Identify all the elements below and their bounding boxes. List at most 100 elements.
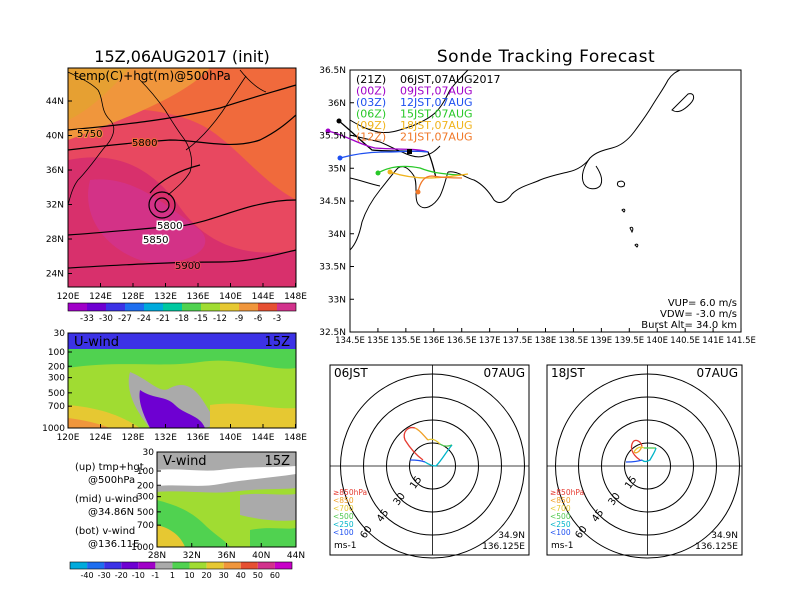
wind-colorbar-swatch (138, 562, 156, 569)
lon-tick-label: 134.5E (335, 336, 365, 346)
temp-colorbar-swatch (144, 303, 163, 311)
pressure-legend-entry: <250 (333, 520, 354, 529)
lon-tick-label: 136E (187, 433, 210, 443)
wind-colorbar-swatch (172, 562, 190, 569)
uwind-label: U-wind (74, 335, 119, 350)
hodo-time: 18JST (551, 366, 585, 380)
hodo-trace (414, 427, 429, 441)
vwind-label: V-wind (163, 454, 207, 469)
vwind-lat-ticks: 28N 32N 36N 40N 44N (148, 543, 305, 561)
lon-tick-label: 124E (89, 292, 112, 302)
launch-code: (12Z) (356, 131, 386, 144)
lon-tick-label: 120E (57, 292, 80, 302)
hodo-lon: 136.125E (482, 542, 525, 552)
sonde-endpoint (375, 170, 381, 176)
launch-code: (09Z) (356, 119, 386, 132)
lon-tick-label: 139E (591, 336, 613, 346)
pressure-legend-entry: <700 (550, 504, 571, 513)
hodo-trace (427, 438, 441, 445)
lon-tick-label: 135E (367, 336, 389, 346)
uwind-time: 15Z (265, 335, 291, 350)
wind-colorbar-label: 1 (170, 571, 175, 580)
lat-tick-label: 40N (252, 551, 270, 561)
wind-colorbar-label: 20 (202, 571, 212, 580)
contour-label: 5800 (157, 221, 182, 232)
hodo-trace (409, 459, 426, 463)
lon-tick-label: 138E (535, 336, 557, 346)
temp-colorbar-label: -3 (273, 314, 281, 324)
hodo-date: 07AUG (696, 366, 738, 380)
lon-tick-label: 141.5E (726, 336, 756, 346)
track-lon-ticks: 134.5E 135E 135.5E 136E 136.5E 137E 137.5E 138E… (335, 328, 756, 346)
lat-tick-label: 32N (46, 201, 64, 211)
wind-colorbar-swatch (240, 562, 258, 569)
lon-tick-label: 128E (122, 433, 145, 443)
lat-tick-label: 44N (287, 551, 305, 561)
temp-colorbar-label: -18 (175, 314, 189, 324)
pressure-legend-entry: <100 (550, 528, 571, 537)
launch-time: 21JST,07AUG (400, 131, 473, 144)
lat-tick-label: 36N (217, 551, 235, 561)
legend-up2: @500hPa (88, 475, 135, 486)
wind-colorbar-swatch (104, 562, 122, 569)
launch-code: (21Z) (356, 73, 386, 86)
sonde-track (339, 150, 429, 159)
temp-map: 5750 5800 5800 5850 5900 (67, 68, 297, 288)
temp-colorbar-swatch (125, 303, 144, 311)
temp-colorbar-swatch (258, 303, 277, 311)
wind-colorbar-label: -10 (132, 571, 145, 580)
lon-tick-label: 139.5E (614, 336, 644, 346)
hodo-trace (424, 444, 453, 467)
temp-colorbar-label: -21 (156, 314, 170, 324)
lon-tick-label: 140E (646, 336, 668, 346)
wind-colorbar-label: 50 (253, 571, 263, 580)
vwind-pressure-ticks: 30 100 200 300 500 700 1000 (131, 448, 161, 553)
temp-colorbar-swatch (68, 303, 87, 311)
pressure-tick-label: 100 (48, 348, 65, 358)
hodo-trace (633, 446, 645, 453)
contour-label: 5800 (132, 138, 157, 149)
pressure-tick-label: 300 (48, 374, 65, 384)
lat-tick-label: 35N (328, 164, 346, 174)
launch-time: 18JST,07AUG (400, 119, 473, 132)
pressure-legend-entry: <500 (550, 512, 571, 521)
pressure-legend-entry: ≥850hPa (333, 488, 367, 497)
lon-tick-label: 137E (479, 336, 501, 346)
lon-tick-label: 135.5E (391, 336, 421, 346)
pressure-tick-label: 200 (137, 481, 154, 491)
lat-tick-label: 32.5N (319, 328, 346, 338)
lon-tick-label: 141E (702, 336, 724, 346)
sonde-endpoint (325, 128, 331, 134)
pressure-tick-label: 200 (48, 362, 65, 372)
hodo-lat: 34.9N (711, 531, 738, 541)
pressure-tick-label: 1000 (42, 424, 65, 434)
wind-colorbar-label: 60 (270, 571, 280, 580)
lat-tick-label: 36N (46, 166, 64, 176)
pressure-legend-entry: <100 (333, 528, 354, 537)
temp-colorbar-label: -6 (254, 314, 262, 324)
vdw-text: VDW= -3.0 m/s (660, 309, 737, 320)
lon-tick-label: 124E (89, 433, 112, 443)
wind-colorbar: -40 -30 -20 -10 -1 1 10 20 30 40 50 60 (69, 561, 293, 580)
temp-colorbar-label: -12 (213, 314, 227, 324)
lon-tick-label: 136.5E (447, 336, 477, 346)
burst-text: Burst Alt= 34.0 km (641, 320, 737, 331)
launch-time: 06JST,07AUG2017 (400, 73, 501, 86)
lat-tick-label: 33.5N (319, 263, 346, 273)
uwind-pressure-ticks: 30 100 200 300 500 700 1000 (42, 329, 72, 434)
sonde-track (377, 165, 461, 176)
wind-colorbar-label: 30 (219, 571, 229, 580)
pressure-legend-entry: <700 (333, 504, 354, 513)
left-title: 15Z,06AUG2017 (init) (94, 47, 269, 66)
pressure-tick-label: 100 (137, 467, 154, 477)
temp-colorbar-label: -15 (194, 314, 208, 324)
lon-tick-label: 144E (252, 292, 275, 302)
legend-bot2: @136.11E (88, 539, 139, 550)
temp-colorbar-swatch (201, 303, 220, 311)
temp-colorbar-swatch (239, 303, 258, 311)
lat-tick-label: 28N (46, 235, 64, 245)
lon-tick-label: 137.5E (503, 336, 533, 346)
lat-tick-label: 28N (148, 551, 166, 561)
